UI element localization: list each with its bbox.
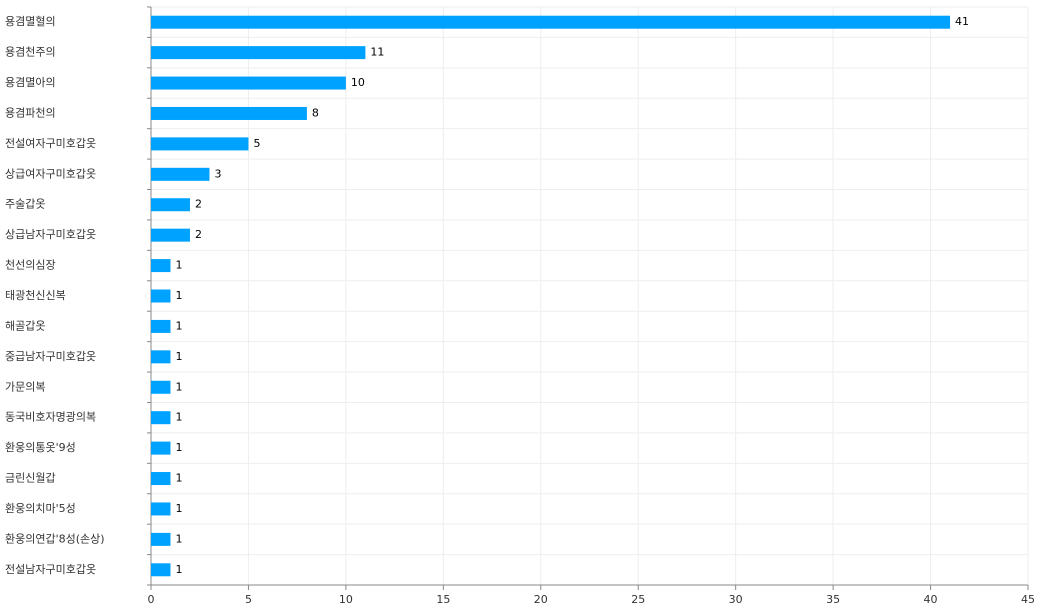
bar [151, 563, 171, 577]
value-label: 1 [175, 441, 182, 454]
x-tick-label: 35 [826, 593, 840, 606]
value-label: 41 [955, 15, 969, 28]
bar [151, 259, 171, 273]
y-tick-label: 해골갑옷 [5, 318, 45, 332]
y-tick-label: 용겸파천의 [5, 105, 56, 119]
y-tick-label: 환웅의치마'5성 [5, 502, 76, 515]
value-label: 1 [175, 350, 182, 363]
bar [151, 198, 190, 212]
value-label: 5 [253, 137, 260, 150]
value-label: 2 [195, 198, 202, 211]
value-label: 2 [195, 228, 202, 241]
y-tick-label: 태광천신신복 [5, 288, 66, 302]
value-label: 1 [175, 411, 182, 424]
y-tick-label: 천선의심장 [5, 258, 56, 272]
value-label: 8 [312, 106, 319, 119]
y-tick-label: 환웅의연갑'8성(손상) [5, 532, 105, 545]
y-tick-label: 용겸멸혈의 [5, 14, 56, 28]
y-tick-label: 전설여자구미호갑옷 [5, 137, 96, 150]
value-label: 1 [175, 319, 182, 332]
y-tick-label: 전설남자구미호갑옷 [5, 563, 96, 576]
y-tick-label: 금린신월갑 [5, 472, 56, 485]
value-label: 3 [214, 167, 221, 180]
y-tick-label: 상급여자구미호갑옷 [5, 167, 96, 180]
value-label: 1 [175, 289, 182, 302]
bar [151, 289, 171, 303]
x-tick-label: 10 [339, 593, 353, 606]
y-tick-label: 가문의복 [5, 380, 45, 393]
bar [151, 532, 171, 546]
value-label: 1 [175, 502, 182, 515]
bar [151, 228, 190, 242]
x-tick-label: 20 [534, 593, 548, 606]
value-label: 1 [175, 259, 182, 272]
x-tick-label: 5 [245, 593, 252, 606]
value-label: 1 [175, 563, 182, 576]
value-label: 10 [351, 76, 365, 89]
value-label: 11 [370, 46, 384, 59]
bar [151, 411, 171, 425]
x-tick-label: 30 [729, 593, 743, 606]
x-tick-label: 45 [1021, 593, 1035, 606]
bar [151, 502, 171, 516]
y-tick-label: 주술갑옷 [5, 198, 45, 211]
value-label: 1 [175, 380, 182, 393]
bar [151, 15, 951, 29]
bar [151, 106, 307, 120]
y-tick-label: 상급남자구미호갑옷 [5, 228, 96, 241]
y-tick-label: 환웅의통옷'9성 [5, 441, 76, 454]
bar [151, 137, 249, 151]
bar [151, 76, 346, 90]
bar [151, 472, 171, 486]
x-tick-label: 15 [436, 593, 450, 606]
value-label: 1 [175, 472, 182, 485]
bar [151, 380, 171, 394]
value-label: 1 [175, 532, 182, 545]
bar [151, 319, 171, 333]
y-tick-label: 용겸천주의 [5, 45, 56, 59]
x-tick-label: 25 [631, 593, 645, 606]
bar [151, 167, 210, 181]
x-tick-label: 0 [148, 593, 155, 606]
x-tick-label: 40 [924, 593, 938, 606]
y-tick-label: 용겸멸아의 [5, 76, 56, 89]
y-tick-label: 동국비호자명광의복 [5, 411, 96, 424]
bar [151, 441, 171, 455]
bar [151, 46, 366, 60]
y-tick-label: 중급남자구미호갑옷 [5, 350, 96, 363]
bar [151, 350, 171, 364]
